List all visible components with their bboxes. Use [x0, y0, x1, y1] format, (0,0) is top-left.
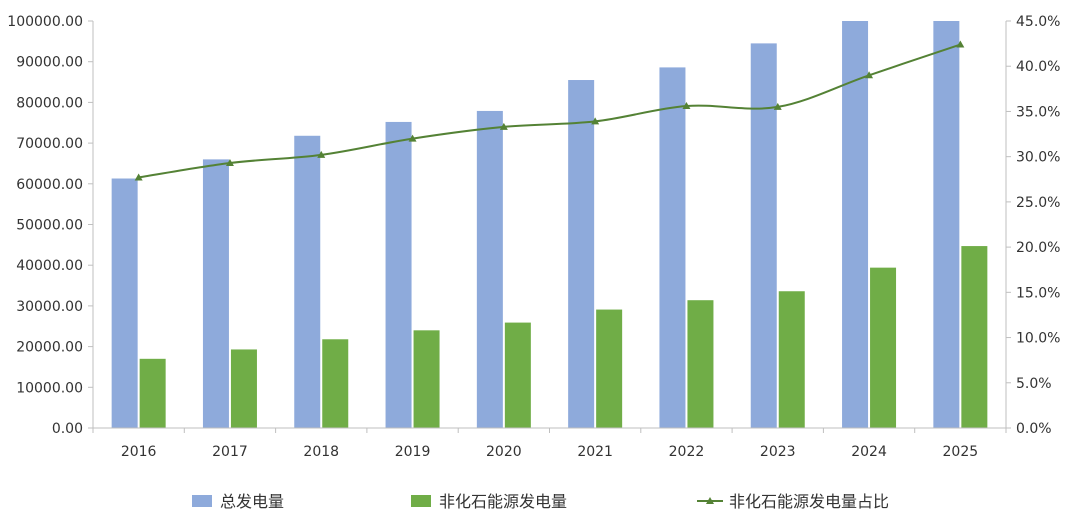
- non-fossil-share-point: [134, 173, 143, 181]
- legend-share-marker-icon: [706, 497, 714, 504]
- non-fossil-share-line: [138, 43, 961, 179]
- total-generation-bar: [202, 159, 229, 428]
- non-fossil-generation-bar: [687, 300, 714, 428]
- legend: 总发电量 非化石能源发电量 非化石能源发电量占比: [192, 492, 889, 511]
- total-generation-bar: [111, 178, 138, 428]
- non-fossil-generation-bar: [230, 349, 257, 428]
- legend-label: 非化石能源发电量占比: [729, 492, 889, 511]
- x-tick-label: 2022: [669, 444, 705, 460]
- line-series: [134, 40, 965, 181]
- total-generation-bar: [568, 80, 595, 428]
- left-tick-label: 80000.00: [16, 95, 83, 111]
- right-tick-label: 30.0%: [1016, 150, 1060, 166]
- x-tick-label: 2020: [486, 444, 522, 460]
- right-tick-label: 10.0%: [1016, 331, 1060, 347]
- x-tick-label: 2023: [760, 444, 796, 460]
- non-fossil-generation-bar: [596, 309, 623, 428]
- x-tick-label: 2016: [121, 444, 157, 460]
- right-tick-label: 40.0%: [1016, 59, 1060, 75]
- non-fossil-share-point: [499, 122, 508, 130]
- total-generation-bar: [842, 21, 869, 428]
- right-tick-label: 45.0%: [1016, 14, 1060, 30]
- non-fossil-share-point: [865, 71, 874, 79]
- non-fossil-generation-bar: [504, 322, 531, 428]
- non-fossil-generation-bar: [778, 291, 805, 428]
- non-fossil-share-point: [682, 102, 691, 110]
- left-y-axis: 0.00 10000.00 20000.00 30000.00 40000.00 5000…: [7, 14, 94, 437]
- total-generation-bar: [659, 67, 686, 428]
- left-tick-label: 0.00: [52, 421, 83, 437]
- non-fossil-generation-bar: [139, 358, 166, 428]
- left-tick-label: 90000.00: [16, 55, 83, 71]
- x-tick-label: 2025: [943, 444, 979, 460]
- left-tick-label: 70000.00: [16, 136, 83, 152]
- right-tick-label: 25.0%: [1016, 195, 1060, 211]
- left-tick-label: 100000.00: [7, 14, 83, 30]
- non-fossil-generation-bar: [413, 330, 440, 428]
- non-fossil-share-point: [956, 40, 965, 48]
- left-tick-label: 40000.00: [16, 258, 83, 274]
- legend-non-fossil-swatch: [411, 495, 431, 507]
- legend-label: 总发电量: [220, 492, 284, 511]
- x-tick-label: 2018: [303, 444, 339, 460]
- right-y-axis: 0.0% 5.0% 10.0% 15.0% 20.0% 25.0% 30.0% 35.0% 40…: [1005, 14, 1060, 437]
- right-tick-label: 5.0%: [1016, 376, 1052, 392]
- non-fossil-share-point: [225, 158, 234, 166]
- x-axis: 2016 2017 2018 2019 2020 2021 2022 2023 2024 2025: [92, 427, 1007, 460]
- bar-series: [111, 21, 988, 429]
- right-tick-label: 0.0%: [1016, 421, 1052, 437]
- left-tick-label: 60000.00: [16, 177, 83, 193]
- total-generation-bar: [933, 21, 960, 428]
- non-fossil-generation-bar: [322, 339, 349, 428]
- left-tick-label: 10000.00: [16, 380, 83, 396]
- x-tick-label: 2024: [851, 444, 887, 460]
- x-tick-label: 2021: [577, 444, 613, 460]
- non-fossil-share-point: [317, 150, 326, 158]
- left-tick-label: 30000.00: [16, 299, 83, 315]
- left-tick-label: 50000.00: [16, 218, 83, 234]
- non-fossil-share-point: [408, 134, 417, 142]
- non-fossil-generation-bar: [961, 246, 988, 428]
- non-fossil-share-point: [591, 117, 600, 125]
- legend-label: 非化石能源发电量: [439, 492, 567, 511]
- right-tick-label: 20.0%: [1016, 240, 1060, 256]
- legend-total-swatch: [192, 495, 212, 507]
- left-tick-label: 20000.00: [16, 340, 83, 356]
- x-tick-label: 2019: [395, 444, 431, 460]
- total-generation-bar: [294, 135, 321, 429]
- x-tick-label: 2017: [212, 444, 248, 460]
- non-fossil-generation-bar: [870, 267, 897, 428]
- non-fossil-share-point: [773, 102, 782, 110]
- right-tick-label: 35.0%: [1016, 104, 1060, 120]
- total-generation-bar: [750, 43, 777, 428]
- right-tick-label: 15.0%: [1016, 285, 1060, 301]
- total-generation-bar: [476, 110, 503, 429]
- total-generation-bar: [385, 121, 412, 428]
